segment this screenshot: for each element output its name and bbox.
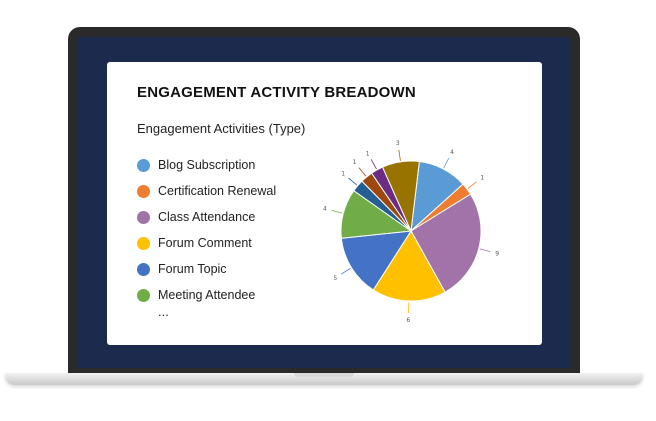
- legend-item[interactable]: Forum Comment: [137, 230, 276, 256]
- laptop-base: [5, 373, 643, 385]
- legend-label: Certification Renewal: [158, 184, 277, 198]
- legend-swatch: [137, 288, 150, 302]
- slice-value-label: 5: [333, 275, 337, 282]
- chart-legend: Blog Subscription Certification Renewal …: [137, 152, 276, 319]
- legend-swatch: [137, 262, 150, 276]
- legend-swatch: [137, 210, 150, 224]
- slice-leader-line: [467, 181, 477, 189]
- legend-label: Class Attendance: [158, 210, 256, 224]
- slice-value-label: 6: [406, 317, 410, 324]
- slice-leader-line: [331, 209, 343, 214]
- slice-value-label: 4: [450, 149, 454, 156]
- legend-item[interactable]: Forum Topic: [137, 256, 276, 282]
- chart-title: Engagement Activities (Type): [137, 121, 306, 136]
- slice-leader-line: [398, 149, 401, 161]
- slice-leader-line: [443, 158, 450, 169]
- laptop-notch: [294, 373, 354, 377]
- slice-value-label: 9: [495, 250, 499, 257]
- slice-value-label: 4: [323, 206, 327, 213]
- pie-slice[interactable]: [372, 230, 446, 302]
- legend-item[interactable]: Meeting Attendee: [137, 282, 276, 308]
- dashboard-card: ENGAGEMENT ACTIVITY BREADOWN Engagement …: [107, 62, 542, 345]
- legend-item[interactable]: Certification Renewal: [137, 178, 276, 204]
- slice-leader-line: [341, 267, 351, 275]
- pie-chart: 4 1 9 6 5 4 1 1 1 3: [323, 140, 499, 324]
- legend-label: Blog Subscription: [158, 158, 256, 172]
- legend-more-indicator[interactable]: ...: [158, 304, 169, 319]
- legend-item[interactable]: Blog Subscription: [137, 152, 276, 178]
- legend-swatch: [137, 158, 150, 172]
- pie-slice[interactable]: [340, 230, 412, 291]
- slice-value-label: 1: [353, 159, 357, 166]
- slice-value-label: 1: [366, 150, 370, 157]
- slice-leader-line: [358, 167, 367, 177]
- slice-value-label: 3: [396, 140, 400, 147]
- slice-leader-line: [479, 248, 491, 253]
- page-title: ENGAGEMENT ACTIVITY BREADOWN: [137, 84, 416, 101]
- legend-swatch: [137, 184, 150, 198]
- legend-swatch: [137, 236, 150, 250]
- legend-label: Forum Comment: [158, 236, 252, 250]
- legend-item[interactable]: Class Attendance: [137, 204, 276, 230]
- legend-label: Forum Topic: [158, 262, 227, 276]
- slice-value-label: 1: [341, 170, 345, 177]
- slice-value-label: 1: [480, 175, 484, 182]
- slice-leader-line: [348, 177, 358, 186]
- pie-slice[interactable]: [410, 193, 482, 293]
- pie-slice[interactable]: [381, 160, 420, 233]
- legend-label: Meeting Attendee: [158, 288, 256, 302]
- slice-leader-line: [370, 159, 377, 170]
